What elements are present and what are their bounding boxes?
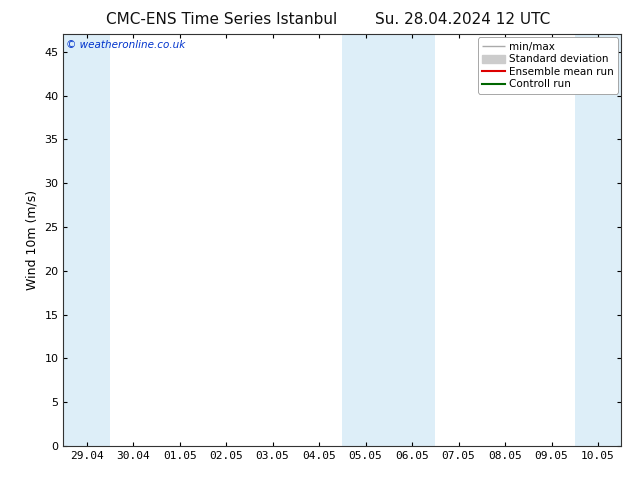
Legend: min/max, Standard deviation, Ensemble mean run, Controll run: min/max, Standard deviation, Ensemble me… [478,37,618,94]
Bar [575,34,621,446]
Text: © weatheronline.co.uk: © weatheronline.co.uk [66,41,185,50]
Y-axis label: Wind 10m (m/s): Wind 10m (m/s) [26,190,39,290]
Bar [63,34,110,446]
Text: Su. 28.04.2024 12 UTC: Su. 28.04.2024 12 UTC [375,12,550,27]
Bar [342,34,436,446]
Text: CMC-ENS Time Series Istanbul: CMC-ENS Time Series Istanbul [107,12,337,27]
